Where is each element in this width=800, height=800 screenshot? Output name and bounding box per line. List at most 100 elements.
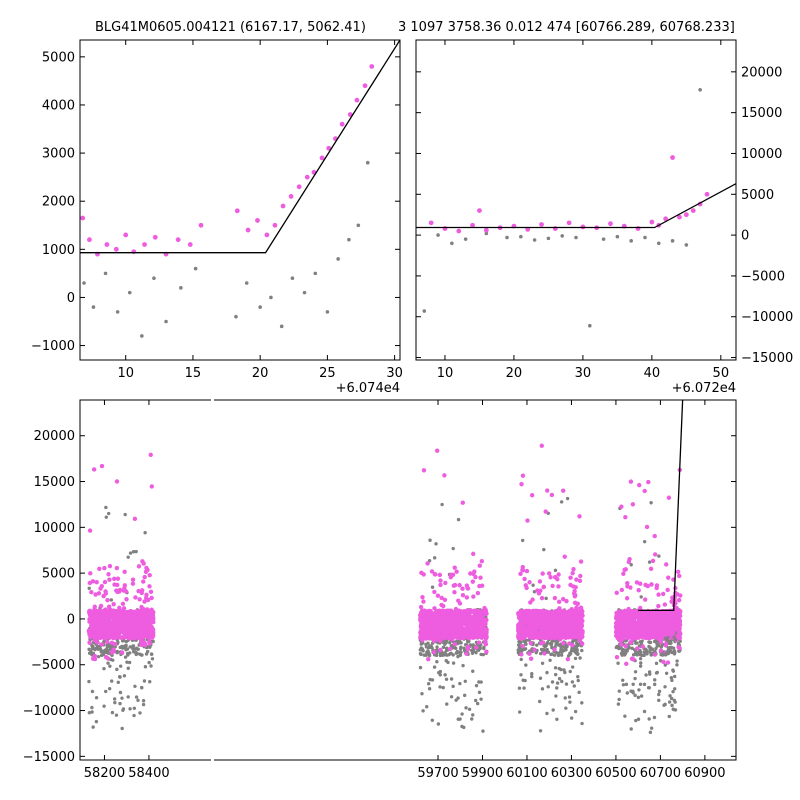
bottom-point xyxy=(647,670,652,674)
bottom-point xyxy=(526,611,531,616)
bottom-point xyxy=(87,528,93,533)
bottom-point xyxy=(94,696,99,700)
bottom-point xyxy=(438,651,443,656)
bottom-point xyxy=(535,643,539,647)
bottom-point xyxy=(540,687,545,691)
bottom-point xyxy=(644,673,648,677)
bottom-point xyxy=(119,650,125,655)
top-right-point xyxy=(450,241,454,246)
bottom-point xyxy=(527,580,532,585)
bottom-point xyxy=(102,640,106,644)
bottom-point xyxy=(98,627,103,633)
bottom-point xyxy=(642,709,647,714)
bottom-point xyxy=(535,635,540,640)
bottom-point xyxy=(647,717,651,721)
bottom-point xyxy=(558,612,564,618)
bottom-point xyxy=(87,640,92,645)
top-right-frame xyxy=(415,39,737,361)
top-left-point xyxy=(193,266,198,271)
bottom-point xyxy=(94,579,99,585)
bottom-point xyxy=(563,670,567,675)
bottom-point xyxy=(633,670,638,674)
bottom-point xyxy=(114,479,120,484)
bottom-point xyxy=(114,565,120,571)
bottom-point xyxy=(121,707,126,711)
bottom-point xyxy=(559,653,564,657)
bottom-point xyxy=(625,691,630,695)
bottom-point xyxy=(453,624,458,629)
bottom-point xyxy=(464,706,468,710)
top-left-point xyxy=(80,215,86,221)
top-left-point xyxy=(142,242,147,247)
top-left-point xyxy=(113,246,119,252)
bottom-point xyxy=(438,673,442,677)
bottom-point xyxy=(554,650,559,655)
bottom-point xyxy=(555,686,559,690)
bottom-point xyxy=(649,726,654,730)
bottom-point xyxy=(448,611,453,616)
bottom-point xyxy=(517,640,521,644)
bottom-point xyxy=(669,675,674,680)
bottom-point xyxy=(451,661,456,665)
bottom-point xyxy=(619,587,625,593)
bottom-point xyxy=(418,634,423,639)
bottom-point xyxy=(644,524,650,530)
bottom-point xyxy=(431,638,437,644)
top-right-offset-label: +6.072e4 xyxy=(672,381,736,396)
bottom-point xyxy=(141,579,146,584)
bottom-point xyxy=(481,621,486,626)
bottom-point xyxy=(672,674,677,679)
bottom-point xyxy=(423,630,428,635)
bottom-point xyxy=(142,574,147,580)
bottom-point xyxy=(427,686,432,691)
bottom-point xyxy=(571,608,577,614)
bottom-point xyxy=(110,621,116,627)
bottom-point xyxy=(118,664,123,668)
bottom-point xyxy=(419,570,424,576)
top-left-frame xyxy=(79,39,401,361)
bottom-point xyxy=(448,572,454,578)
bottom-point xyxy=(136,564,142,569)
bottom-point xyxy=(666,575,671,580)
bottom-point xyxy=(139,642,144,648)
bottom-point xyxy=(135,626,140,631)
bottom-point xyxy=(459,650,463,655)
bottom-point xyxy=(122,569,127,574)
bottom-point xyxy=(556,643,561,647)
bottom-point xyxy=(435,593,441,598)
bottom-point xyxy=(120,726,124,731)
bottom-point xyxy=(430,635,435,640)
bottom-point xyxy=(149,595,154,601)
bottom-point xyxy=(476,640,482,645)
bottom-point xyxy=(638,650,643,655)
bottom-point xyxy=(448,635,453,640)
bottom-point xyxy=(420,692,424,696)
bottom-point xyxy=(524,631,529,637)
bottom-point xyxy=(104,655,109,660)
bottom-point xyxy=(565,496,570,501)
top-right-point xyxy=(566,220,572,226)
bottom-point xyxy=(538,676,543,680)
bottom-point xyxy=(107,634,112,639)
top-right-point xyxy=(670,155,675,160)
bottom-point xyxy=(137,597,142,602)
bottom-point xyxy=(657,689,662,694)
bottom-point xyxy=(145,649,150,654)
bottom-point xyxy=(426,657,431,662)
bottom-point xyxy=(571,591,577,596)
bottom-point xyxy=(128,625,133,630)
bottom-point xyxy=(120,696,124,700)
bottom-point xyxy=(555,717,559,721)
bottom-point xyxy=(87,616,92,622)
bottom-point xyxy=(580,721,584,726)
top-right-xtick-label: 10 xyxy=(437,366,454,381)
bottom-point xyxy=(619,642,624,647)
top-right-point xyxy=(463,237,468,241)
bottom-point xyxy=(653,678,657,682)
bottom-point xyxy=(426,649,430,653)
bottom-point xyxy=(126,695,130,699)
bottom-point xyxy=(91,644,95,649)
bottom-point xyxy=(567,695,572,699)
bottom-point xyxy=(105,613,111,619)
